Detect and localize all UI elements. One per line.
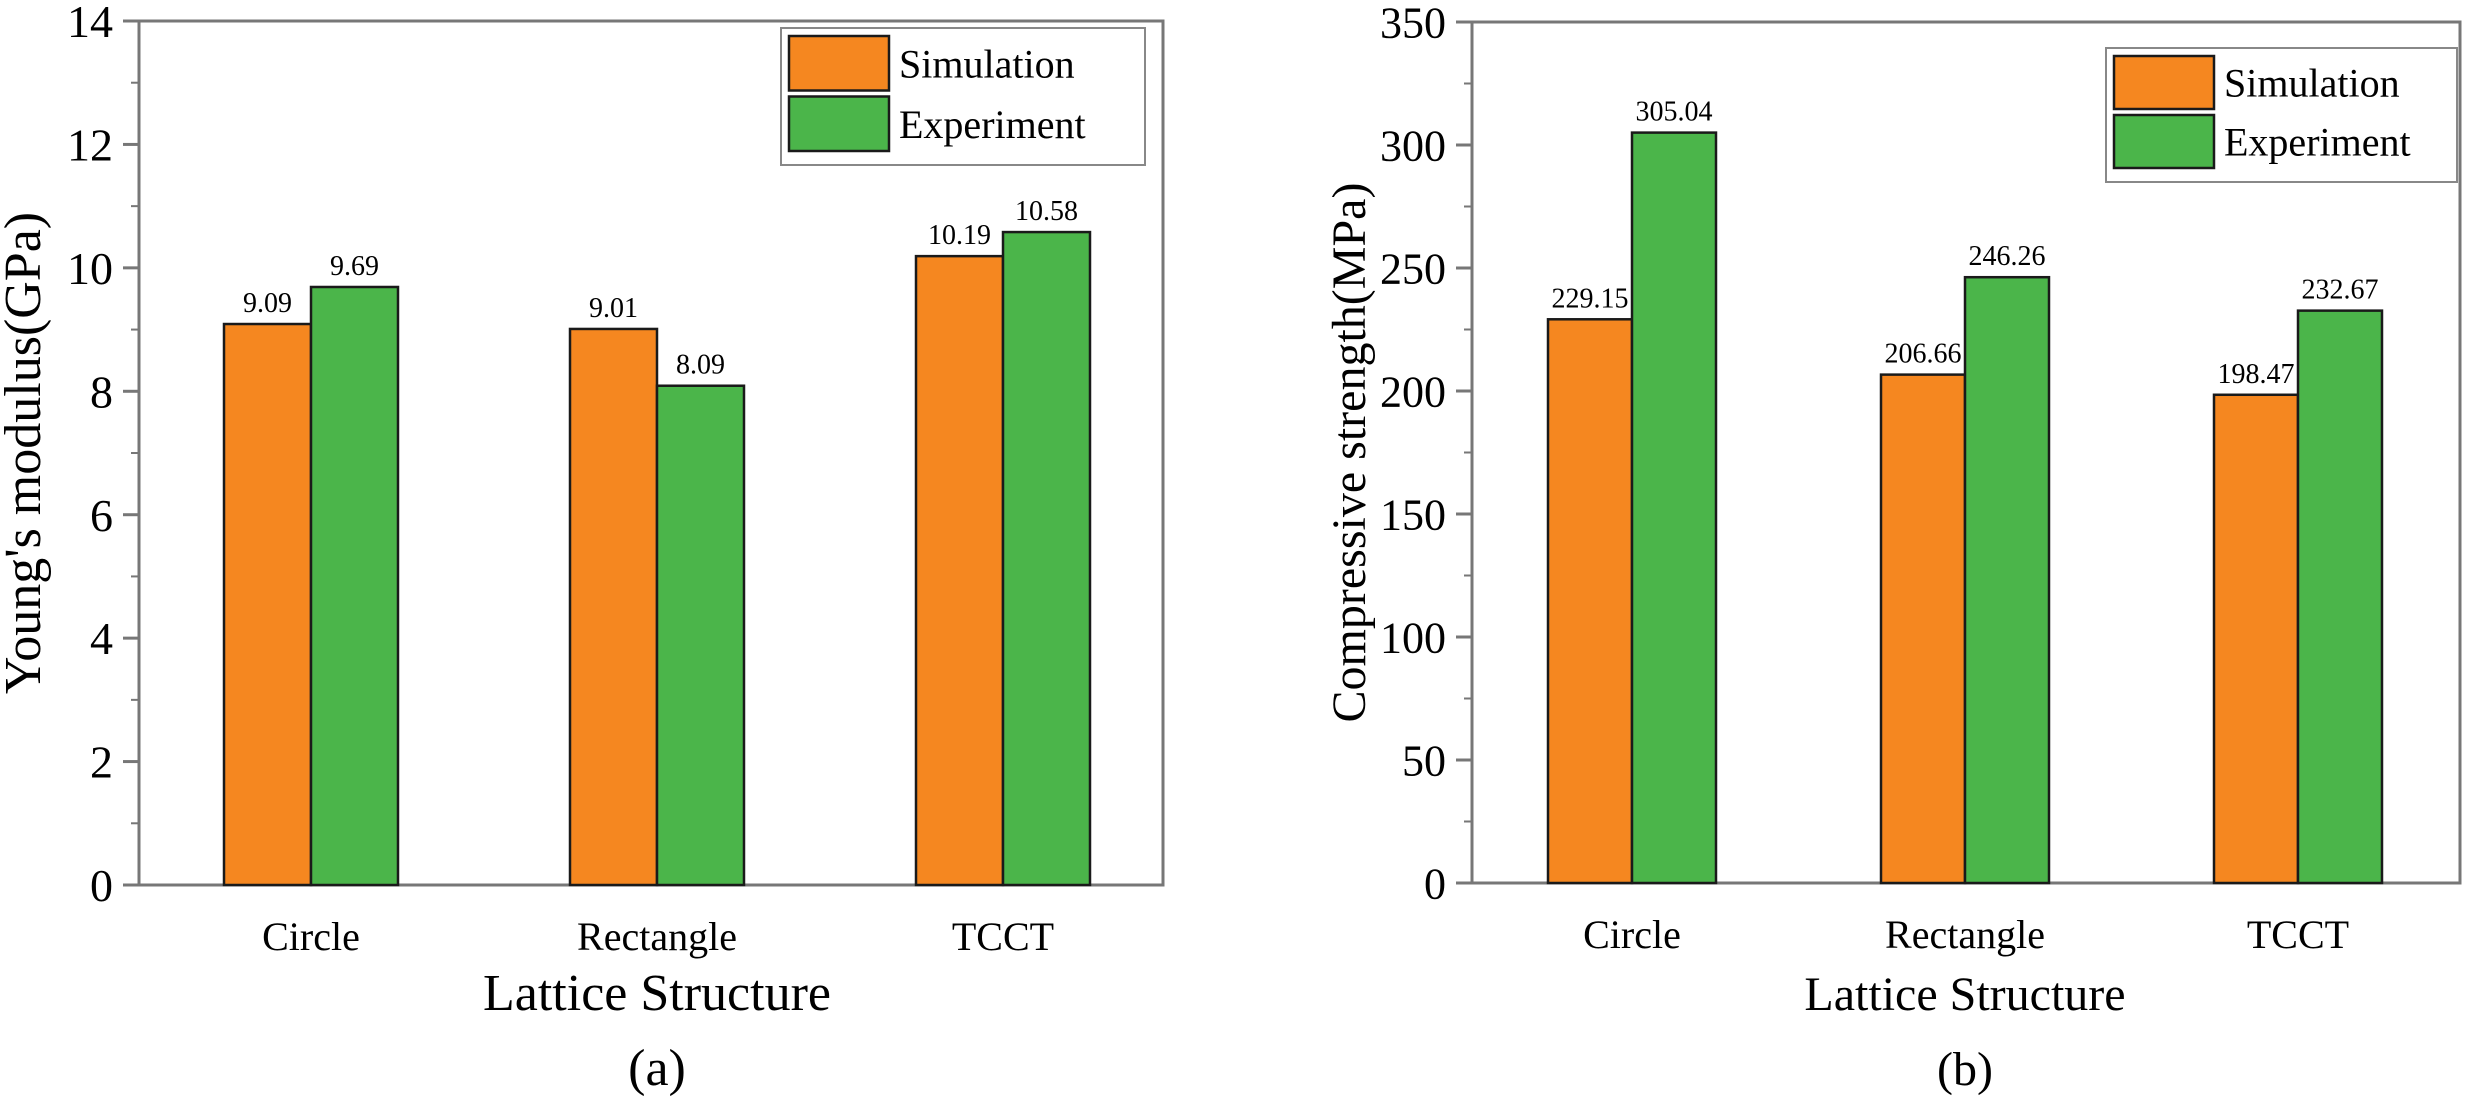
chart-panel-b: 0 50 100 150 200 250 300 350 229.15 305.04 Circle 2… bbox=[1323, 0, 2462, 1096]
y-axis-title: Young's modulus(GPa) bbox=[0, 212, 52, 694]
x-tick-label: Rectangle bbox=[1885, 912, 2045, 957]
bar-simulation bbox=[1546, 318, 1634, 885]
bar-experiment bbox=[1630, 131, 1718, 885]
bar-simulation bbox=[1879, 373, 1967, 885]
data-label: 305.04 bbox=[1636, 97, 1713, 128]
x-tick-label: Circle bbox=[262, 914, 360, 959]
legend: Simulation Experiment bbox=[2105, 47, 2458, 183]
y-tick-label: 0 bbox=[90, 860, 113, 911]
x-axis-title: Lattice Structure bbox=[1804, 968, 2125, 1021]
data-label: 246.26 bbox=[1969, 241, 2046, 272]
data-label: 10.19 bbox=[928, 220, 991, 251]
data-label: 198.47 bbox=[2218, 359, 2295, 390]
legend-label: Simulation bbox=[2224, 61, 2400, 106]
data-label: 9.09 bbox=[243, 288, 292, 319]
y-tick-label: 150 bbox=[1380, 490, 1446, 539]
legend-label: Simulation bbox=[899, 41, 1075, 86]
chart-panel-a: 0 2 4 6 8 10 12 14 9.09 9.69 Circle 9.01 8.09 Rectang… bbox=[0, 0, 1165, 1097]
legend-label: Experiment bbox=[2224, 120, 2411, 165]
y-tick-label: 200 bbox=[1380, 367, 1446, 416]
y-tick-label: 50 bbox=[1402, 736, 1446, 785]
y-tick-label: 4 bbox=[90, 613, 113, 664]
bar-experiment bbox=[1963, 275, 2051, 885]
panel-label: (a) bbox=[628, 1040, 686, 1097]
legend-swatch-simulation bbox=[2112, 54, 2216, 111]
y-tick-label: 250 bbox=[1380, 244, 1446, 293]
bar-experiment bbox=[655, 384, 746, 887]
data-label: 229.15 bbox=[1552, 283, 1629, 314]
bar-simulation bbox=[914, 254, 1005, 887]
legend-label: Experiment bbox=[899, 102, 1086, 147]
data-label: 8.09 bbox=[676, 350, 725, 381]
x-tick-label: TCCT bbox=[952, 914, 1054, 959]
bar-experiment bbox=[1001, 230, 1092, 887]
legend-swatch-simulation bbox=[787, 34, 891, 92]
bar-simulation bbox=[568, 327, 659, 887]
y-axis-title: Compressive strength(MPa) bbox=[1323, 183, 1376, 723]
y-tick-label: 2 bbox=[90, 737, 113, 788]
data-label: 232.67 bbox=[2302, 275, 2379, 306]
x-tick-label: Circle bbox=[1583, 912, 1681, 957]
y-tick-label: 10 bbox=[67, 243, 113, 294]
data-label: 206.66 bbox=[1885, 339, 1962, 370]
legend: Simulation Experiment bbox=[780, 27, 1146, 166]
x-tick-label: Rectangle bbox=[577, 914, 737, 959]
legend-swatch-experiment bbox=[787, 95, 891, 153]
y-tick-label: 6 bbox=[90, 490, 113, 541]
y-tick-label: 100 bbox=[1380, 613, 1446, 662]
y-tick-label: 0 bbox=[1424, 859, 1446, 908]
y-tick-label: 8 bbox=[90, 366, 113, 417]
legend-swatch-experiment bbox=[2112, 113, 2216, 170]
bar-experiment bbox=[2296, 309, 2384, 885]
y-tick-label: 12 bbox=[67, 120, 113, 171]
panel-label: (b) bbox=[1937, 1043, 1993, 1096]
y-tick-label: 350 bbox=[1380, 0, 1446, 47]
bar-experiment bbox=[309, 285, 400, 887]
x-axis-title: Lattice Structure bbox=[483, 965, 831, 1022]
x-tick-label: TCCT bbox=[2247, 912, 2349, 957]
data-label: 9.01 bbox=[589, 293, 638, 324]
y-tick-label: 300 bbox=[1380, 121, 1446, 170]
bar-simulation bbox=[222, 322, 313, 887]
data-label: 9.69 bbox=[330, 251, 379, 282]
data-label: 10.58 bbox=[1015, 196, 1078, 227]
bar-simulation bbox=[2212, 393, 2300, 885]
y-tick-label: 14 bbox=[67, 0, 113, 47]
